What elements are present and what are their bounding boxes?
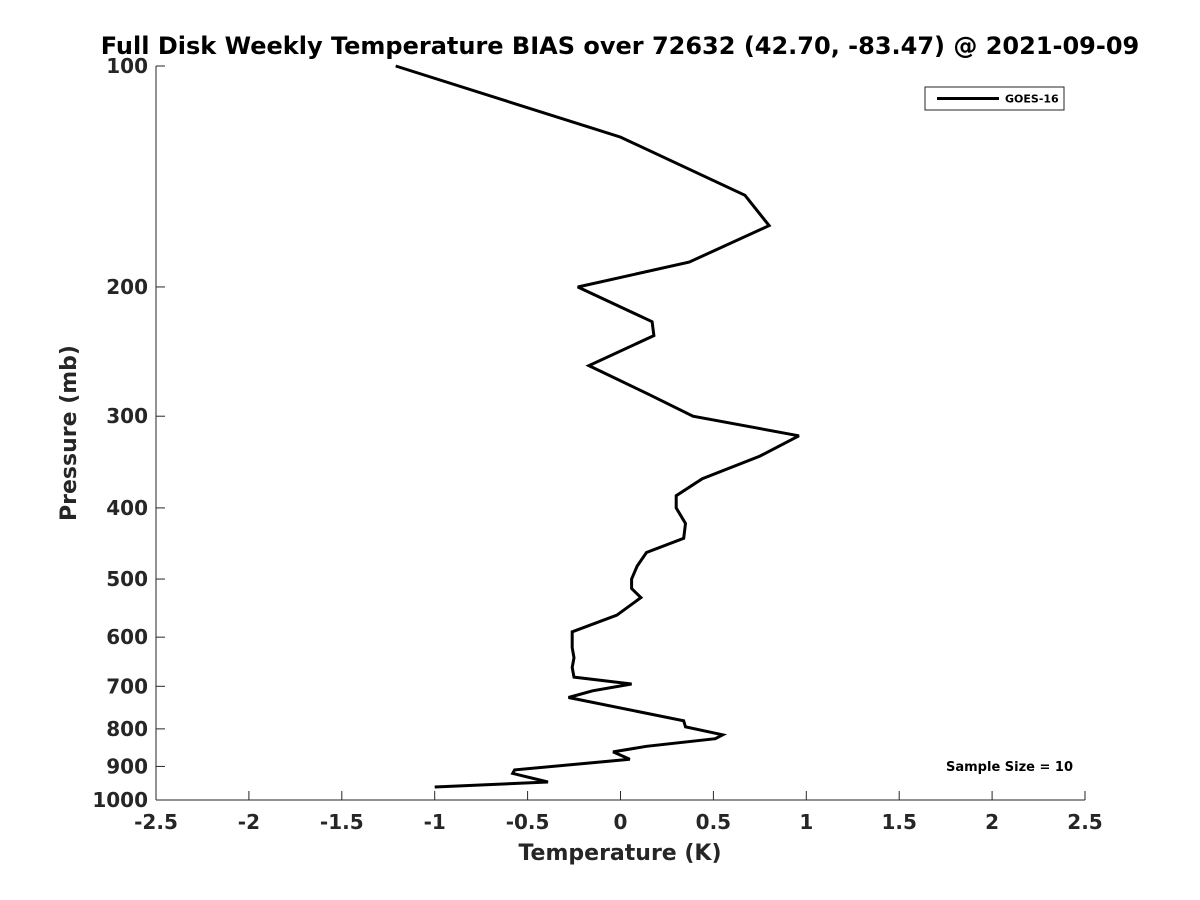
x-tick-label: -0.5 [506,810,550,834]
x-tick-label: -1 [424,810,446,834]
x-tick-label: 1 [799,810,813,834]
y-tick-label: 500 [106,567,148,591]
y-tick-label: 900 [106,754,148,778]
y-tick-label: 800 [106,717,148,741]
legend-label-goes-16: GOES-16 [1005,93,1059,106]
x-tick-label: 2 [985,810,999,834]
y-tick-label: 400 [106,496,148,520]
y-axis-label: Pressure (mb) [57,345,82,521]
x-axis-label: Temperature (K) [518,841,721,866]
y-tick-label: 600 [106,625,148,649]
y-tick-label: 1000 [92,788,148,812]
x-tick-label: 0.5 [696,810,731,834]
x-tick-label: -1.5 [320,810,364,834]
legend: GOES-16 [924,86,1065,111]
x-tick-label: -2.5 [134,810,178,834]
y-axis-ticks: 100 200 300 400 500 600 700 800 900 1000 [92,54,165,812]
x-tick-label: 0 [614,810,628,834]
sample-size-annotation: Sample Size = 10 [946,760,1073,775]
x-axis-ticks: -2.5 -2 -1.5 -1 -0.5 0 0.5 1 1.5 2 2.5 [134,791,1103,834]
y-tick-label: 300 [106,404,148,428]
series-line-goes-16 [395,64,800,789]
y-tick-label: 200 [106,275,148,299]
x-tick-label: 2.5 [1067,810,1102,834]
x-tick-label: 1.5 [881,810,916,834]
chart-title: Full Disk Weekly Temperature BIAS over 7… [101,32,1140,60]
series-layer [395,64,800,789]
x-tick-label: -2 [238,810,260,834]
y-tick-label: 700 [106,674,148,698]
y-tick-label: 100 [106,54,148,78]
